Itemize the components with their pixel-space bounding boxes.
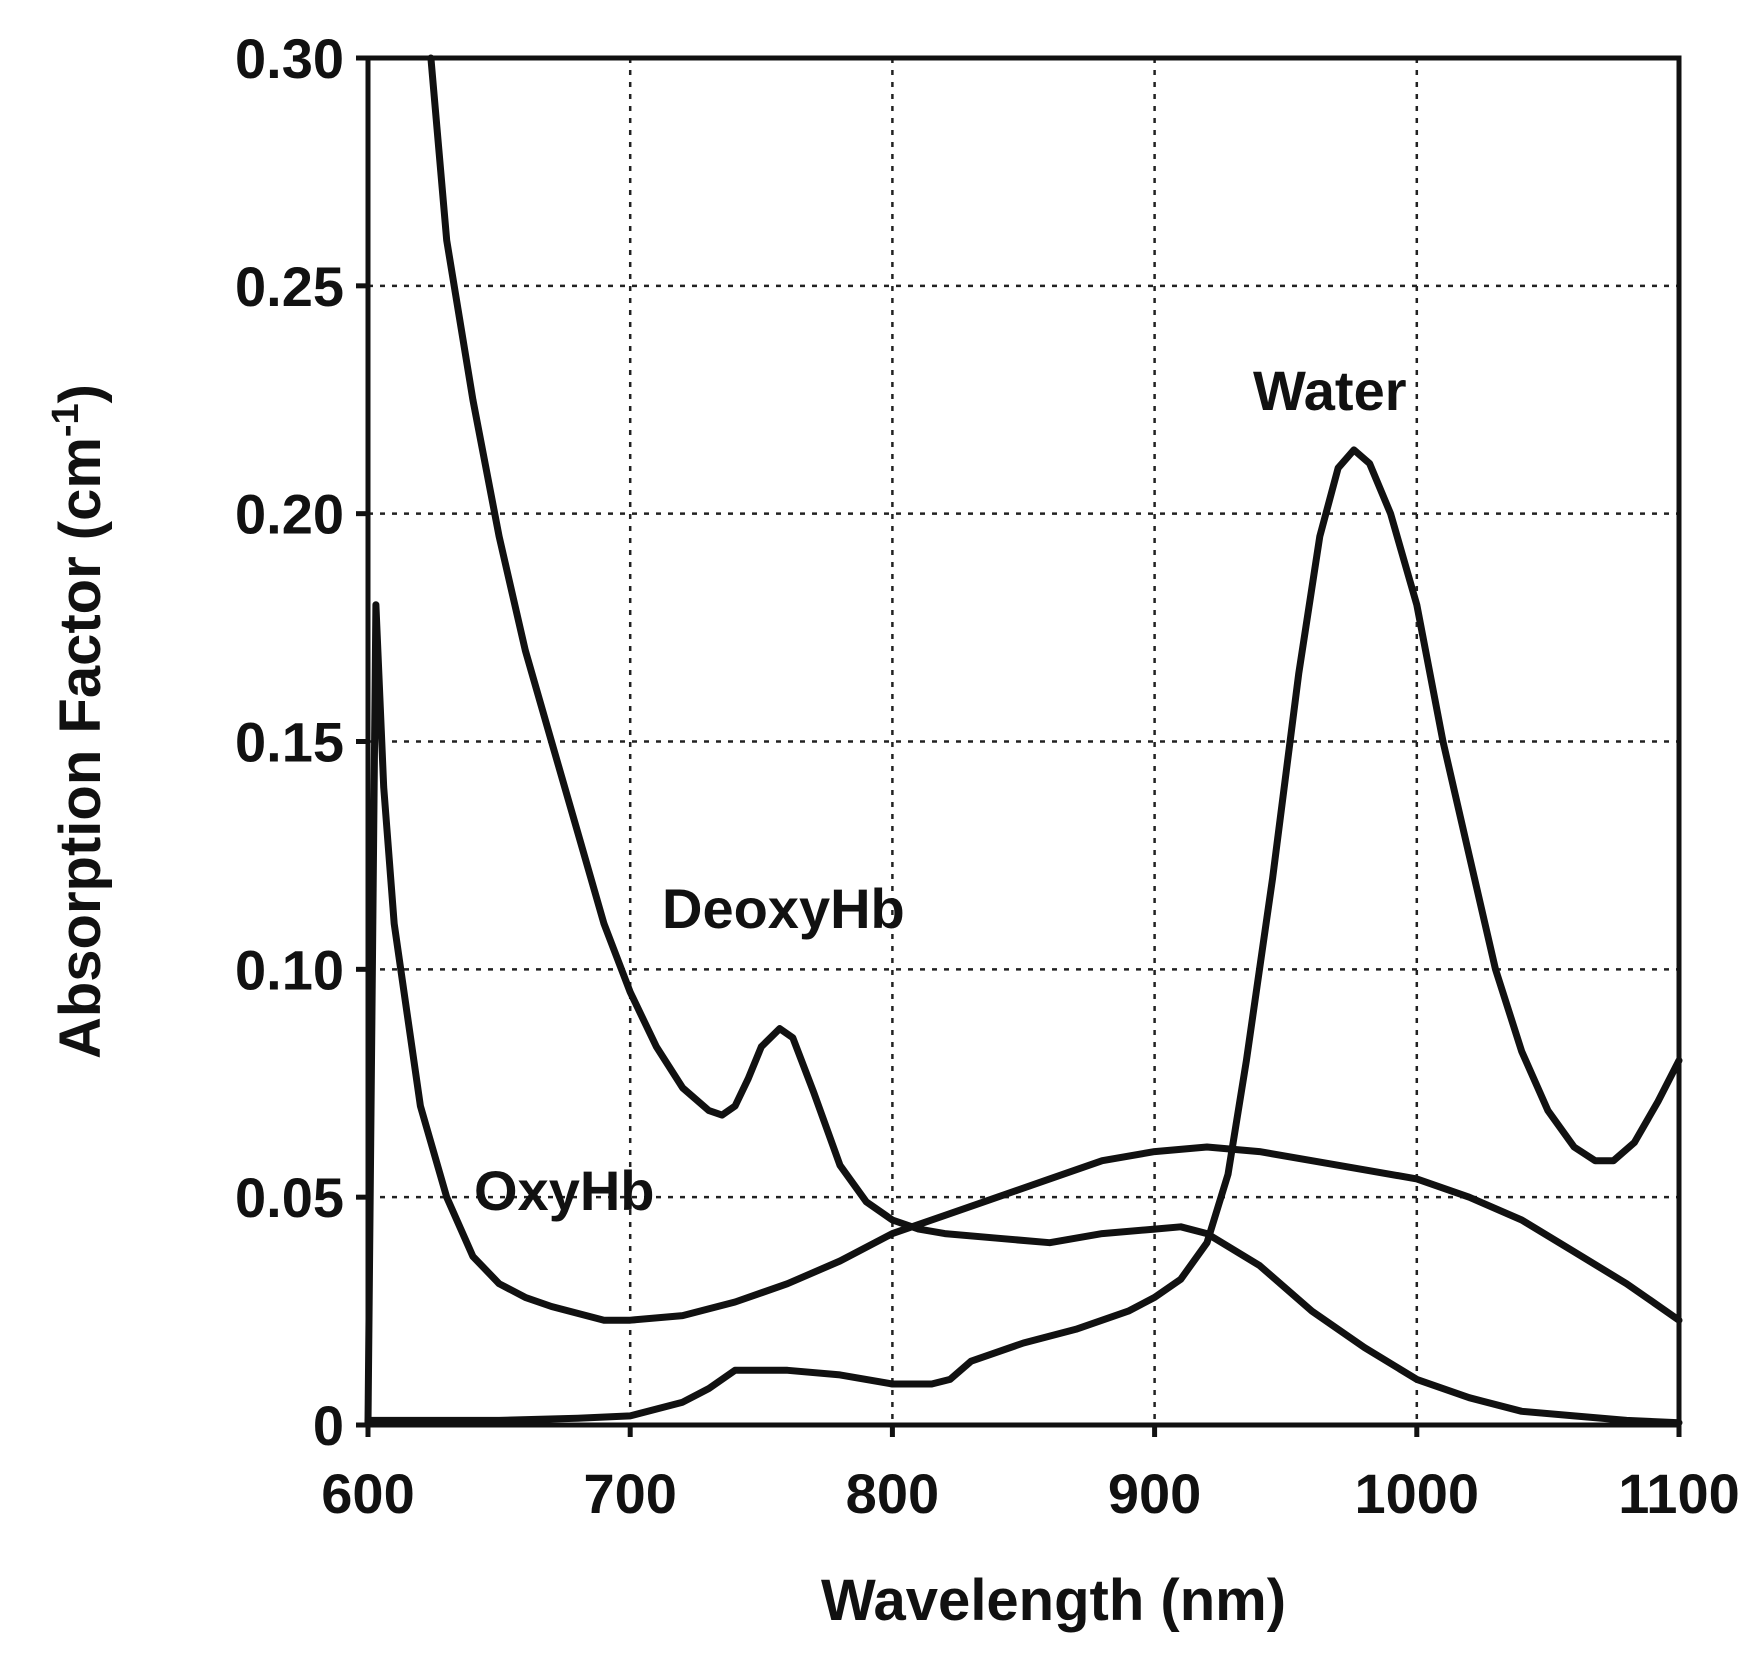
- series-lines: [364, 54, 1683, 1427]
- x-tick-labels: 600 700 800 900 1000 1100: [321, 1462, 1739, 1525]
- plot-frame: [365, 55, 1682, 1428]
- x-tick-label-1100: 1100: [1618, 1462, 1740, 1525]
- y-tick-label-0.10: 0.10: [235, 938, 344, 1001]
- y-axis-title-superscript: -1: [45, 403, 87, 437]
- y-axis-title: Absorption Factor (cm-1): [45, 384, 113, 1059]
- x-axis-title: Wavelength (nm): [821, 1568, 1286, 1633]
- y-tick-label-0: 0: [313, 1394, 344, 1457]
- y-tick-label-0.20: 0.20: [235, 483, 344, 546]
- x-tick-label-600: 600: [321, 1462, 414, 1525]
- y-axis-title-close: ): [48, 384, 113, 403]
- series-line-deoxyhb: [427, 54, 1683, 1427]
- x-tick-label-1000: 1000: [1355, 1462, 1480, 1525]
- y-tick-labels: 0 0.05 0.10 0.15 0.20 0.25 0.30: [235, 27, 344, 1457]
- series-line-water: [364, 446, 1683, 1424]
- series-label-oxyhb: OxyHb: [474, 1159, 655, 1222]
- y-tick-label-0.25: 0.25: [235, 255, 344, 318]
- y-tick-label-0.15: 0.15: [235, 711, 344, 774]
- series-line-oxyhb: [364, 601, 1683, 1427]
- series-label-water: Water: [1253, 359, 1407, 422]
- y-tick-label-0.05: 0.05: [235, 1166, 344, 1229]
- x-tick-label-900: 900: [1108, 1462, 1201, 1525]
- y-axis-title-main: Absorption Factor (cm: [48, 437, 113, 1059]
- x-tick-label-700: 700: [583, 1462, 676, 1525]
- series-label-deoxyhb: DeoxyHb: [662, 877, 905, 940]
- x-tick-label-800: 800: [846, 1462, 939, 1525]
- y-tick-label-0.30: 0.30: [235, 27, 344, 90]
